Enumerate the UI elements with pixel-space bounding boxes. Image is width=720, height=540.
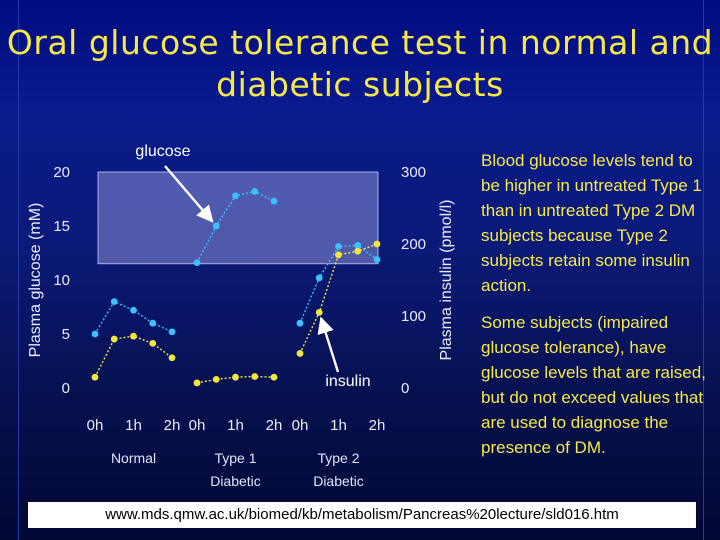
- glucose-point: [110, 298, 118, 305]
- x-tick-label: 0h: [292, 417, 309, 434]
- y2-axis-label: Plasma insulin (pmol/l): [438, 200, 455, 361]
- insulin-point: [354, 247, 362, 255]
- glucose-point: [193, 259, 201, 267]
- glucose-point: [91, 330, 99, 338]
- insulin-point: [130, 332, 137, 340]
- glucose-point: [232, 192, 239, 200]
- insulin-point: [91, 373, 99, 381]
- note-type2-insulin: Blood glucose levels tend to be higher i…: [481, 151, 702, 295]
- x-tick-label: 1h: [227, 417, 244, 434]
- glucose-point: [373, 256, 381, 263]
- x-tick-label: 1h: [125, 417, 142, 434]
- insulin-line: [299, 243, 378, 354]
- glucose-point: [212, 222, 220, 230]
- note-impaired-tolerance: Some subjects (impaired glucose toleranc…: [481, 313, 706, 457]
- y2-tick-label: 200: [401, 236, 426, 253]
- insulin-point: [296, 350, 304, 357]
- glucose-line: [94, 300, 173, 335]
- glucose-point: [168, 328, 176, 336]
- x-tick-label: 0h: [87, 417, 104, 434]
- insulin-point: [335, 251, 342, 259]
- insulin-line: [94, 335, 173, 378]
- insulin-point: [373, 240, 381, 248]
- group-label: Type 2: [317, 450, 359, 466]
- slide-frame: [18, 0, 704, 540]
- y2-tick-label: 0: [401, 380, 409, 397]
- title-line-1: Oral glucose tolerance test in normal an…: [6, 23, 714, 62]
- insulin-point: [212, 375, 220, 383]
- y2-tick-label: 100: [401, 308, 426, 325]
- insulin-point: [168, 354, 176, 362]
- x-tick-label: 0h: [189, 417, 206, 434]
- glucose-point: [315, 274, 323, 282]
- group-label: Diabetic: [313, 473, 364, 489]
- x-tick-label: 1h: [330, 417, 347, 434]
- highlight-band: [97, 171, 379, 265]
- glucose-point: [270, 197, 278, 205]
- insulin-annotation: insulin: [325, 373, 370, 390]
- x-tick-label: 2h: [164, 417, 181, 434]
- y-tick-label: 5: [62, 326, 70, 343]
- glucose-point: [296, 319, 304, 327]
- insulin-point: [251, 373, 259, 380]
- y-tick-label: 15: [53, 218, 70, 235]
- glucose-point: [251, 188, 259, 195]
- glucose-point: [149, 319, 157, 327]
- title-line-2: diabetic subjects: [216, 65, 504, 104]
- insulin-arrow: [317, 316, 340, 373]
- source-url: www.mds.qmw.ac.uk/biomed/kb/metabolism/P…: [28, 502, 696, 528]
- glucose-annotation: glucose: [135, 143, 190, 160]
- x-tick-label: 2h: [266, 417, 283, 434]
- glucose-point: [354, 242, 362, 249]
- insulin-line: [196, 375, 275, 384]
- y-tick-label: 0: [62, 380, 70, 397]
- glucose-point: [130, 306, 137, 314]
- group-label: Normal: [111, 450, 156, 466]
- y-tick-label: 10: [53, 272, 70, 289]
- glucose-line: [299, 244, 378, 324]
- x-tick-label: 2h: [369, 417, 386, 434]
- insulin-point: [315, 309, 323, 316]
- group-label: Diabetic: [210, 473, 261, 489]
- notes-panel: Blood glucose levels tend to be higher i…: [481, 148, 706, 457]
- y2-tick-label: 300: [401, 164, 426, 181]
- glucose-arrow: [164, 165, 214, 223]
- y-tick-label: 20: [53, 164, 70, 181]
- y-axis-label: Plasma glucose (mM): [27, 203, 44, 358]
- group-label: Type 1: [214, 450, 256, 466]
- insulin-point: [149, 339, 157, 347]
- insulin-point: [193, 379, 201, 387]
- insulin-point: [270, 373, 278, 381]
- insulin-point: [232, 373, 239, 381]
- insulin-point: [110, 335, 118, 343]
- glucose-point: [335, 243, 342, 250]
- slide-title: Oral glucose tolerance test in normal an…: [0, 22, 720, 106]
